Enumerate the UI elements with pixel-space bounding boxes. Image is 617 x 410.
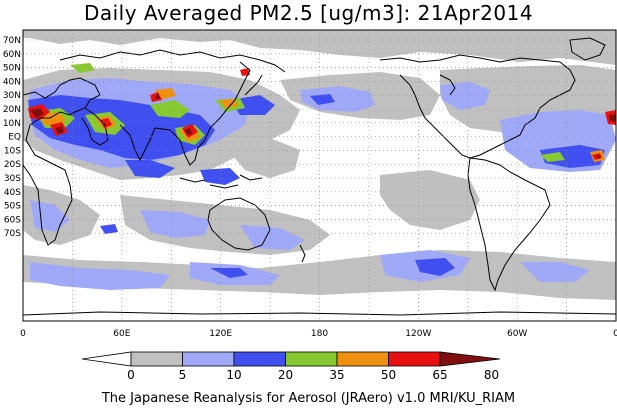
map-title: Daily Averaged PM2.5 [ug/m3]: 21Apr2014	[83, 1, 534, 25]
lat-label-40n: 40N	[3, 77, 21, 87]
colorbar-segment	[285, 351, 338, 367]
pm25-field	[23, 30, 616, 321]
colorbar-tick-5: 5	[179, 368, 187, 382]
colorbar-segment	[388, 351, 441, 367]
lat-label-70n: 70N	[3, 36, 21, 46]
gridlines	[23, 30, 616, 321]
colorbar-segment	[233, 351, 286, 367]
colorbar-tick-35: 35	[329, 368, 344, 382]
latitude-labels: 70N 60N 50N 40N 30N 20N 10N EQ 10S 20S 30S 40S 50S 60…	[3, 36, 21, 239]
pm25-band-over-80	[30, 94, 616, 158]
lon-label-120w: 120W	[405, 329, 431, 339]
map-frame	[22, 29, 617, 322]
lat-label-30n: 30N	[3, 91, 21, 101]
lat-label-eq: EQ	[8, 133, 21, 143]
colorbar-tick-65: 65	[432, 368, 447, 382]
longitude-labels: 0 60E 120E 180 120W 60W 0	[20, 329, 617, 339]
lon-label-60w: 60W	[507, 329, 527, 339]
lat-label-40s: 40S	[4, 188, 21, 198]
lat-label-20s: 20S	[4, 160, 21, 170]
lon-label-180: 180	[311, 329, 328, 339]
colorbar-tick-0: 0	[127, 368, 135, 382]
colorbar-tick-80: 80	[484, 368, 499, 382]
credits-footer: The Japanese Reanalysis for Aerosol (JRA…	[101, 391, 516, 406]
colorbar-arrow-low	[81, 351, 132, 367]
lat-label-20n: 20N	[3, 105, 21, 115]
lat-label-50n: 50N	[3, 64, 21, 74]
colorbar-tick-50: 50	[381, 368, 396, 382]
lat-label-10s: 10S	[4, 146, 21, 156]
colorbar-tick-10: 10	[226, 368, 241, 382]
lat-label-60n: 60N	[3, 50, 21, 60]
colorbar-arrow-high	[439, 351, 501, 367]
colorbar-segment	[130, 351, 183, 367]
lat-label-70s: 70S	[4, 229, 21, 239]
lon-label-120e: 120E	[209, 329, 232, 339]
colorbar: 0 5 10 20 35 50 65 80	[81, 351, 501, 382]
lon-label-0: 0	[613, 329, 617, 339]
lat-label-50s: 50S	[4, 202, 21, 212]
lat-label-10n: 10N	[3, 119, 21, 129]
lat-label-30s: 30S	[4, 174, 21, 184]
colorbar-segment	[336, 351, 389, 367]
lat-label-60s: 60S	[4, 215, 21, 225]
lon-label-60e: 60E	[113, 329, 130, 339]
colorbar-segment	[182, 351, 235, 367]
colorbar-tick-20: 20	[278, 368, 293, 382]
lon-label-0: 0	[20, 329, 26, 339]
coastlines	[23, 37, 616, 316]
